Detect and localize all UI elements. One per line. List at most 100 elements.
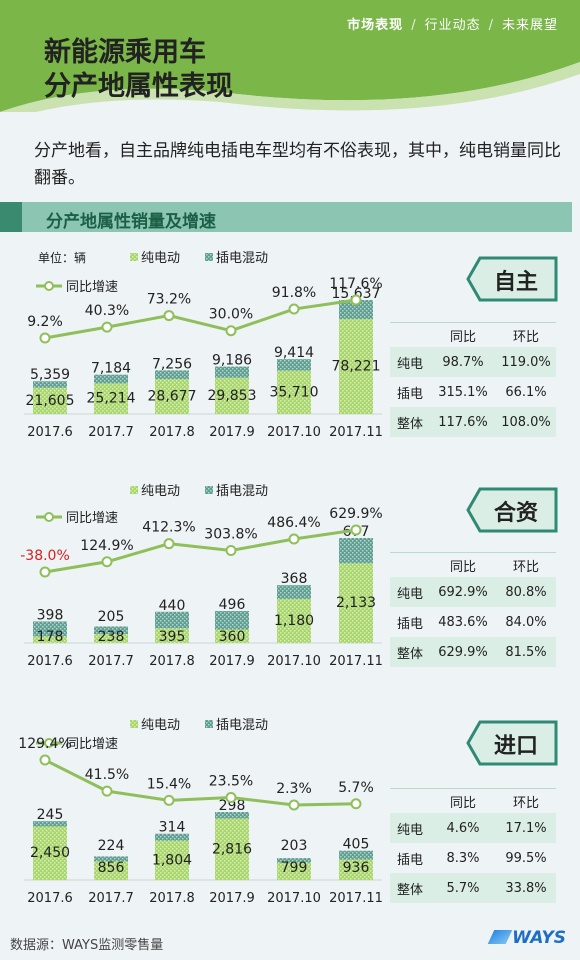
chart3-tick-label: 2017.7	[88, 891, 134, 906]
stats-row-yoy: 483.6%	[438, 614, 488, 630]
chart2-label-bev: 395	[159, 629, 186, 645]
chart3-legend-phev-swatch	[205, 720, 213, 728]
stats-row-label: 整体	[396, 882, 423, 898]
chart1-growth-label: 40.3%	[85, 303, 129, 319]
chart2-bar-bev	[33, 636, 67, 643]
nav-industry[interactable]: 行业动态	[424, 18, 481, 33]
chart2-legend-phev-swatch	[205, 486, 213, 494]
stats-row-mom: 80.8%	[505, 584, 547, 600]
stats-table-row: 纯电 4.6% 17.1%	[390, 813, 556, 843]
stats-table-3: 同比 环比 纯电 4.6% 17.1% 插电 8.3% 99.5% 整体 5.7% 33.8%	[390, 788, 556, 903]
stats-row-mom: 119.0%	[501, 354, 551, 370]
region-tag-1: 自主	[466, 256, 558, 302]
chart2-growth-label: 486.4%	[267, 515, 320, 531]
chart3-label-bev: 2,450	[30, 845, 70, 861]
chart3-tick-label: 2017.9	[209, 891, 255, 906]
chart2-tick-label: 2017.6	[27, 654, 73, 669]
chart1-bar-phev	[33, 381, 67, 388]
chart3-growth-label: 41.5%	[85, 767, 129, 783]
chart3-growth-label: 2.3%	[276, 781, 312, 797]
chart2-growth-label: -38.0%	[20, 548, 70, 564]
chart1-label-phev: 15,637	[332, 286, 381, 302]
chart1-label-bev: 35,710	[270, 384, 319, 400]
chart1-bar-bev	[339, 318, 373, 414]
chart3-legend-bev-swatch	[130, 720, 138, 728]
stats-table-row: 整体 117.6% 108.0%	[390, 407, 556, 437]
chart2-tick-label: 2017.11	[329, 654, 383, 669]
chart2-growth-point	[225, 545, 237, 557]
chart3-growth-point	[225, 791, 237, 803]
chart3-growth-label: 15.4%	[147, 776, 191, 792]
chart2-bar-phev	[215, 611, 249, 630]
region-tag-shape	[466, 256, 558, 302]
page-title-line-1: 新能源乘用车	[44, 37, 206, 68]
chart2-growth-label: 303.8%	[204, 527, 257, 543]
section-title: 分产地属性销量及增速	[46, 212, 216, 232]
stats-table-row: 整体 5.7% 33.8%	[390, 873, 556, 903]
chart1-growth-label: 9.2%	[27, 314, 63, 330]
chart1-unit-label: 单位：辆	[38, 250, 86, 265]
nav-market[interactable]: 市场表现	[347, 18, 404, 33]
stats-header-mom: 环比	[512, 559, 539, 575]
chart3-bar-phev	[33, 821, 67, 827]
nav-outlook[interactable]: 未来展望	[501, 18, 558, 33]
chart1-tick-label: 2017.6	[27, 425, 73, 440]
stats-row-yoy: 98.7%	[442, 354, 484, 370]
stats-table-row: 纯电 692.9% 80.8%	[390, 577, 556, 607]
stats-header-yoy: 同比	[449, 795, 476, 811]
chart2-bar-phev	[155, 611, 189, 629]
chart1-label-phev: 9,186	[212, 353, 252, 369]
chart2-bar-bev	[215, 629, 249, 643]
stats-row-mom: 66.1%	[505, 384, 547, 400]
chart3-growth-point	[288, 799, 300, 811]
chart1-bar-bev	[94, 383, 128, 414]
chart3-label-bev: 1,804	[152, 852, 192, 868]
stats-row-mom: 17.1%	[505, 820, 547, 836]
stats-row-label: 插电	[396, 616, 423, 632]
stats-row-yoy: 315.1%	[438, 384, 488, 400]
chart3-growth-label: 129.4%	[18, 736, 71, 752]
stats-row-mom: 84.0%	[505, 614, 547, 630]
chart1-growth-label: 73.2%	[147, 292, 191, 308]
stats-row-yoy: 692.9%	[438, 584, 488, 600]
chart2-label-bev: 2,133	[336, 595, 376, 611]
chart3-growth-point	[350, 798, 362, 810]
stats-table-row: 插电 315.1% 66.1%	[390, 377, 556, 407]
chart3-legend-bev: 纯电动	[141, 718, 180, 733]
chart1-legend-bev: 纯电动	[141, 251, 180, 266]
chart2-bar-bev	[339, 563, 373, 643]
chart2-label-phev: 440	[159, 598, 186, 614]
chart1-tick-label: 2017.10	[267, 425, 321, 440]
chart1-label-bev: 28,677	[148, 389, 197, 405]
ways-logo-icon	[487, 930, 513, 944]
stats-row-mom: 99.5%	[505, 850, 547, 866]
chart3-growth-label: 5.7%	[338, 780, 374, 796]
chart3-tick-label: 2017.6	[27, 891, 73, 906]
chart1-bar-bev	[215, 377, 249, 414]
stats-row-label: 插电	[396, 852, 423, 868]
stats-row-mom: 33.8%	[505, 880, 547, 896]
chart2-tick-label: 2017.10	[267, 654, 321, 669]
chart2-bar-phev	[33, 621, 67, 637]
chart3-label-phev: 314	[159, 820, 186, 836]
chart1-legend-phev-swatch	[205, 253, 213, 261]
chart1-bar-bev	[155, 379, 189, 414]
chart2-growth-line	[44, 528, 357, 574]
chart1-label-phev: 5,359	[30, 367, 70, 383]
chart3-label-phev: 245	[37, 807, 64, 823]
chart2-tick-label: 2017.7	[88, 654, 134, 669]
chart3-bar-phev	[155, 833, 189, 841]
ways-logo: WAYS	[487, 928, 566, 948]
chart3-growth-point	[101, 785, 113, 797]
chart1-growth-point	[163, 310, 175, 322]
chart1-growth-line	[44, 298, 357, 340]
chart3-label-phev: 203	[281, 838, 308, 854]
chart1-tick-label: 2017.9	[209, 425, 255, 440]
chart1-label-phev: 9,414	[274, 345, 314, 361]
stats-table-2: 同比 环比 纯电 692.9% 80.8% 插电 483.6% 84.0% 整体 629.9% 81…	[390, 552, 556, 667]
chart3-growth-point	[163, 794, 175, 806]
page-header: 市场表现 / 行业动态 / 未来展望 新能源乘用车 分产地属性表现	[0, 0, 580, 112]
chart2-label-phev: 368	[281, 571, 308, 587]
chart3-label-bev: 799	[281, 860, 308, 876]
chart3-bar-phev	[277, 858, 311, 863]
